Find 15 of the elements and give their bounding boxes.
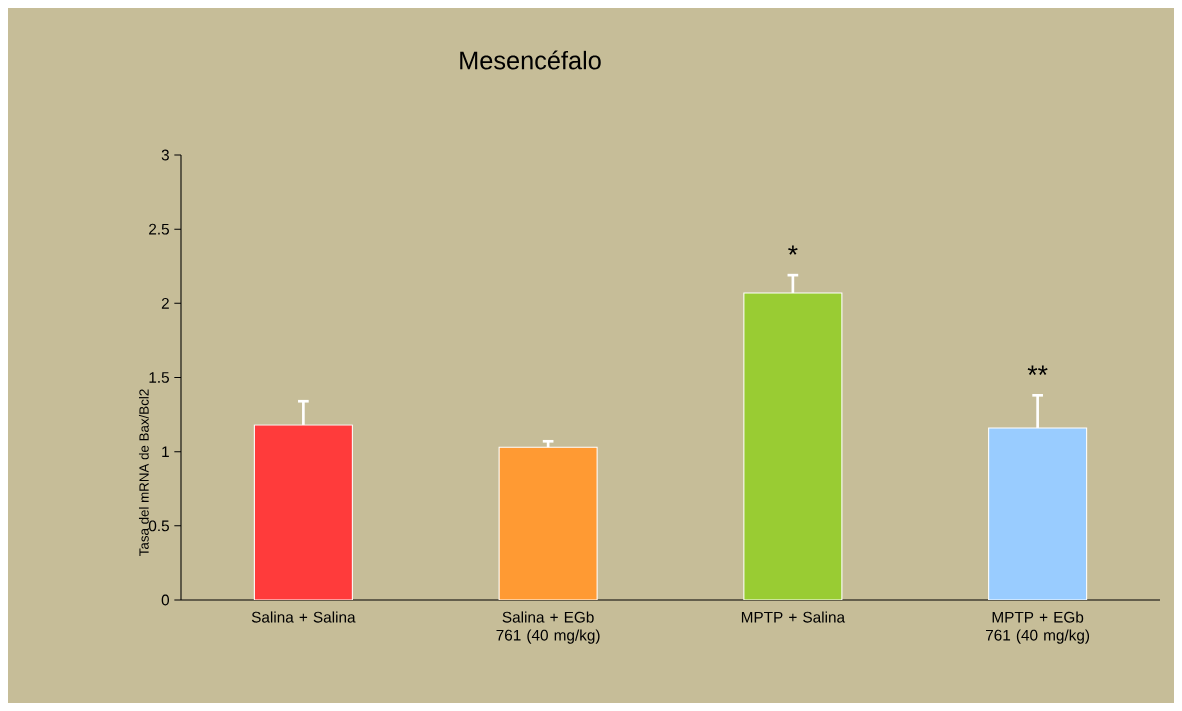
y-tick-label: 1.5 — [149, 372, 169, 383]
y-tick-label: 2 — [161, 297, 169, 309]
y-tick-label: 2.5 — [149, 223, 169, 235]
chart-title: Mesencéfalo — [460, 50, 601, 70]
x-tick-label: Salina + EGb 761 (40 mg/kg) — [496, 611, 600, 644]
y-tick-label: 0.5 — [148, 520, 169, 532]
y-tick-label: 3 — [161, 149, 169, 161]
y-axis-title: Tasa del mRNA de Bax/Bcl2 — [138, 389, 149, 556]
x-tick-label: MPTP + Salina — [741, 611, 846, 623]
x-tick-label: Salina + Salina — [251, 611, 356, 623]
y-tick-label: 1 — [162, 446, 169, 457]
y-tick-label: 0 — [161, 594, 170, 606]
annotation: ** — [1027, 365, 1048, 375]
annotation: * — [788, 245, 798, 255]
x-tick-label: MPTP + EGb 761 (40 mg/kg) — [986, 611, 1090, 644]
